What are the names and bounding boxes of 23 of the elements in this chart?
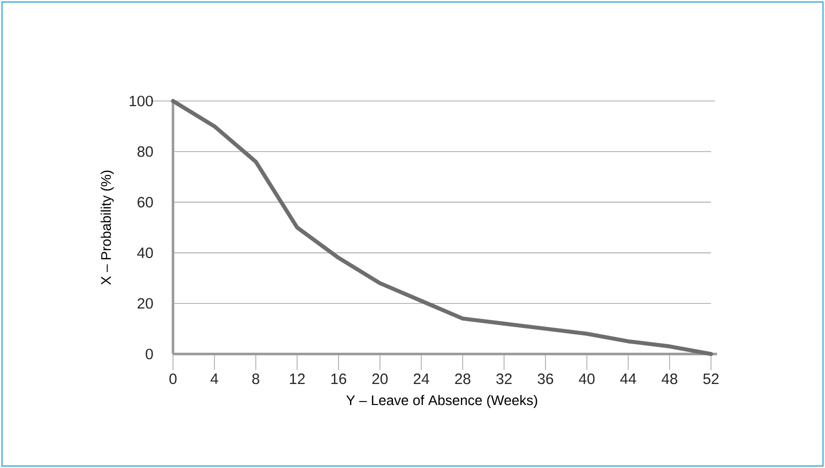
x-tick-label: 20	[372, 374, 388, 384]
y-tick-label: 0	[146, 348, 153, 360]
y-tick-label: 80	[138, 146, 153, 157]
x-tick-label: 4	[210, 374, 218, 384]
x-tick-label: 24	[414, 374, 430, 384]
line-series	[171, 99, 713, 356]
y-tick-label: 40	[137, 248, 153, 258]
x-tick-label: 36	[538, 374, 554, 384]
y-tick-label: 60	[138, 196, 153, 208]
x-tick-label: 48	[662, 374, 678, 384]
x-tick-label: 32	[496, 374, 512, 384]
y-axis-title: X – Probability (%)	[100, 170, 114, 285]
x-axis-title: Y – Leave of Absence (Weeks)	[346, 394, 538, 408]
x-tick-label: 44	[620, 374, 636, 384]
y-tick-label: 20	[138, 298, 153, 309]
x-tick-label: 52	[703, 374, 719, 384]
y-tick-label: 100	[130, 96, 153, 106]
x-tick-label: 12	[290, 374, 305, 384]
x-tick-label: 16	[331, 374, 346, 384]
x-tick-label: 40	[578, 374, 595, 384]
x-tick-label: 8	[252, 374, 260, 384]
x-tick-label: 0	[169, 374, 177, 384]
x-tick-label: 28	[455, 374, 470, 384]
